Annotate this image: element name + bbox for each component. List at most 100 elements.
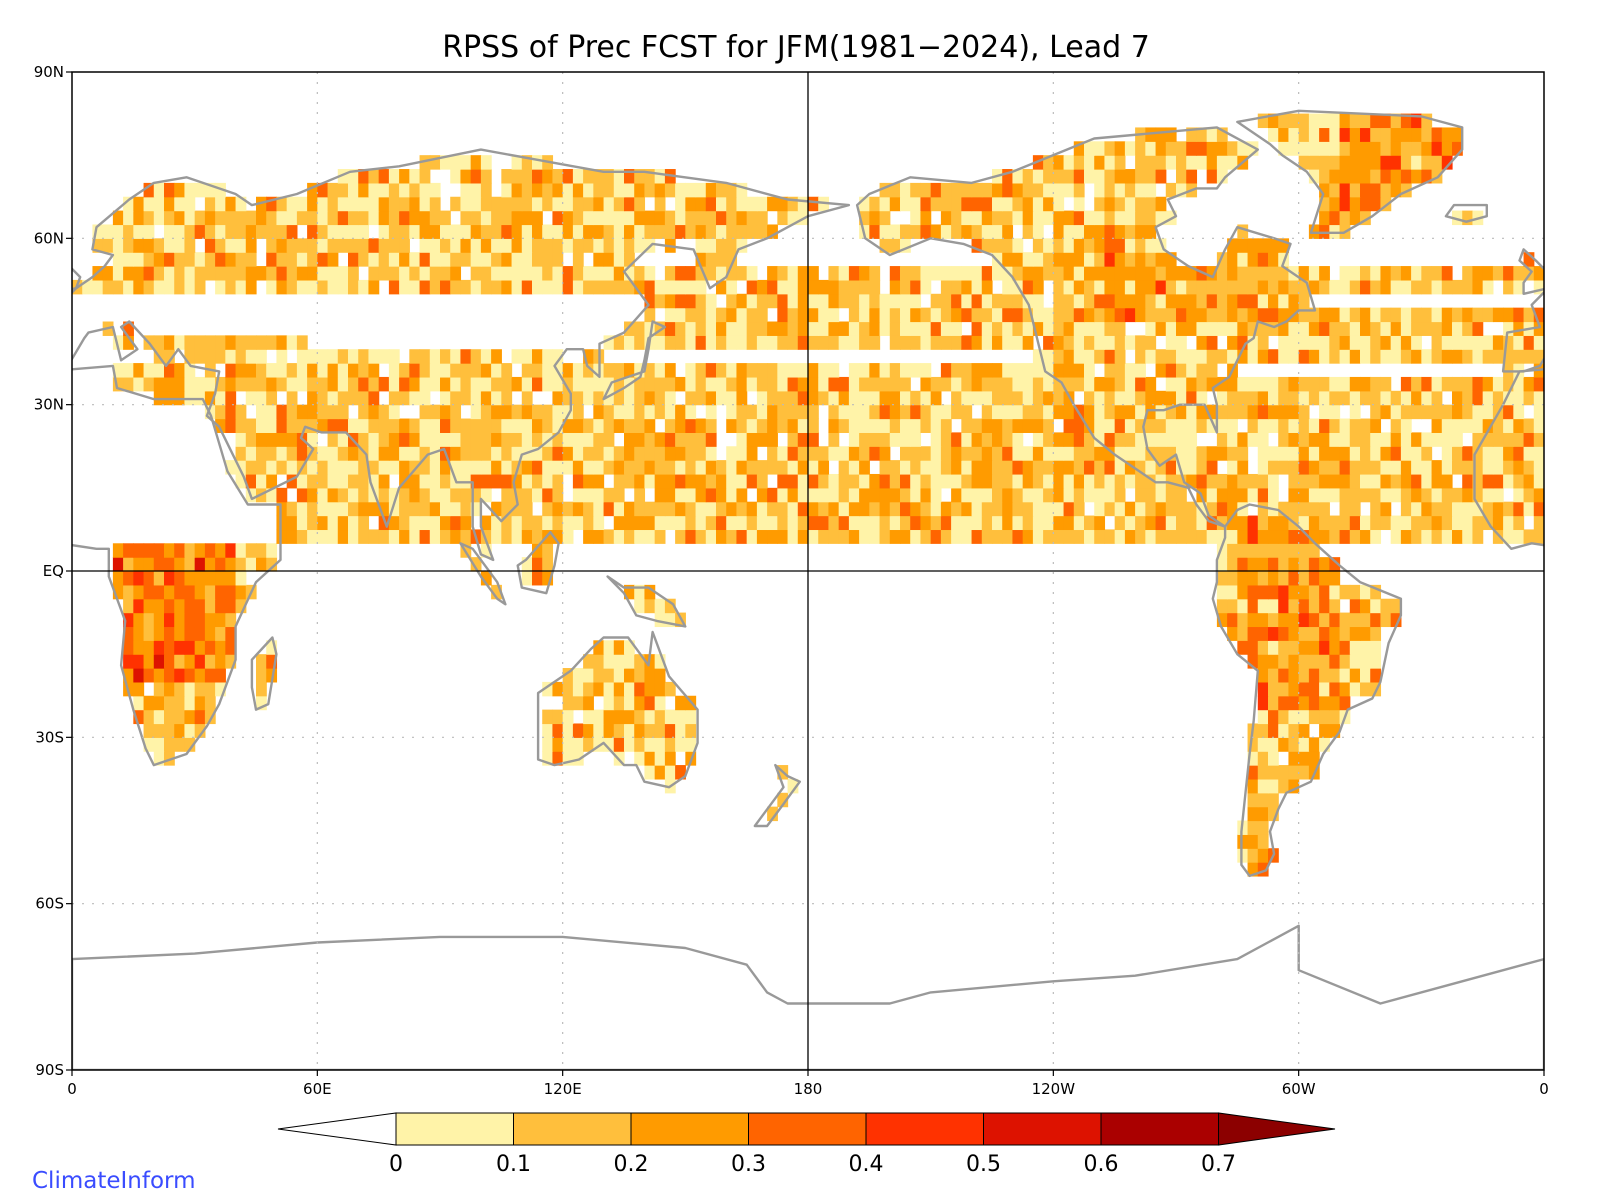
rpss-cell [675,460,686,475]
rpss-cell [1257,654,1269,669]
rpss-cell [225,612,237,628]
rpss-cell [1145,182,1157,198]
rpss-cell [1370,584,1382,600]
rpss-cell [143,238,155,253]
rpss-cell [777,487,789,503]
rpss-cell [1155,487,1167,503]
rpss-cell [450,390,462,406]
rpss-cell [1216,432,1228,447]
rpss-cell [1114,460,1126,475]
rpss-cell [1124,460,1136,475]
rpss-cell [777,515,789,531]
rpss-cell [777,404,789,420]
rpss-cell [153,695,165,711]
rpss-cell [583,473,594,489]
rpss-cell [705,487,717,503]
rpss-cell [1155,141,1167,156]
rpss-cell [705,501,717,517]
rpss-cell [1145,141,1157,156]
rpss-cell [521,155,533,170]
rpss-cell [1288,681,1300,697]
rpss-cell [1063,210,1075,226]
rpss-cell [1452,349,1463,364]
rpss-cell [910,182,922,198]
rpss-cell [1339,307,1351,323]
rpss-cell [1084,335,1095,350]
rpss-cell [450,501,462,517]
rpss-cell [1114,501,1126,517]
rpss-cell [1135,404,1146,420]
rpss-cell [286,196,298,212]
rpss-cell [613,363,625,378]
rpss-cell [225,460,237,475]
rpss-cell [1084,432,1095,447]
rpss-cell [1319,404,1330,420]
rpss-cell [685,404,697,420]
rpss-cell [644,321,656,336]
rpss-cell [1135,418,1146,433]
rpss-cell [787,390,799,406]
rpss-cell [654,279,666,295]
rpss-cell [480,196,492,212]
colorbar-label: 0 [389,1152,403,1177]
rpss-cell [992,335,1003,350]
rpss-cell [1298,501,1310,517]
rpss-cell [123,668,134,683]
rpss-cell [235,404,247,420]
rpss-cell [133,266,145,281]
rpss-cell [634,695,646,711]
rpss-cell [1421,279,1433,295]
rpss-cell [1288,557,1300,572]
rpss-cell [940,196,952,212]
rpss-cell [348,515,359,531]
rpss-cell [848,529,860,544]
rpss-cell [1503,307,1514,323]
rpss-cell [1073,252,1085,267]
rpss-cell [1257,806,1269,822]
rpss-cell [1380,349,1392,364]
rpss-cell [1503,349,1514,364]
rpss-cell [746,376,758,392]
rpss-cell [1104,279,1116,295]
rpss-cell [797,266,809,281]
rpss-cell [337,182,349,198]
rpss-cell [1523,418,1535,433]
rpss-cell [133,238,145,253]
rpss-cell [1073,169,1085,184]
rpss-cell [1268,487,1279,503]
rpss-cell [1513,266,1525,281]
rpss-cell [562,196,574,212]
rpss-cell [327,487,339,503]
rpss-cell [296,446,308,461]
rpss-cell [1237,571,1249,586]
rpss-cell [572,279,584,295]
rpss-cell [358,501,370,517]
rpss-cell [1104,155,1116,170]
rpss-cell [337,196,349,212]
rpss-cell [808,432,819,447]
rpss-cell [1298,668,1310,683]
colorbar: 0 0.1 0.2 0.3 0.4 0.5 0.6 0.7 [277,1112,1336,1177]
rpss-cell [1206,404,1218,420]
rpss-cell [1063,279,1075,295]
rpss-cell [951,460,962,475]
rpss-cell [1176,529,1187,544]
rpss-cell [716,196,727,212]
rpss-cell [102,224,114,239]
rpss-cell [1523,473,1535,489]
rpss-cell [409,376,421,392]
rpss-cell [900,196,911,212]
rpss-cell [1339,473,1351,489]
rpss-cell [675,418,686,433]
rpss-cell [1043,363,1054,378]
rpss-cell [1308,640,1320,655]
rpss-cell [695,182,707,198]
rpss-cell [848,266,860,281]
rpss-cell [1043,487,1054,503]
rpss-cell [1268,543,1279,558]
rpss-cell [215,571,226,586]
rpss-cell [511,349,523,364]
rpss-cell [848,335,860,350]
rpss-cell [1329,113,1341,129]
rpss-cell [133,598,145,614]
